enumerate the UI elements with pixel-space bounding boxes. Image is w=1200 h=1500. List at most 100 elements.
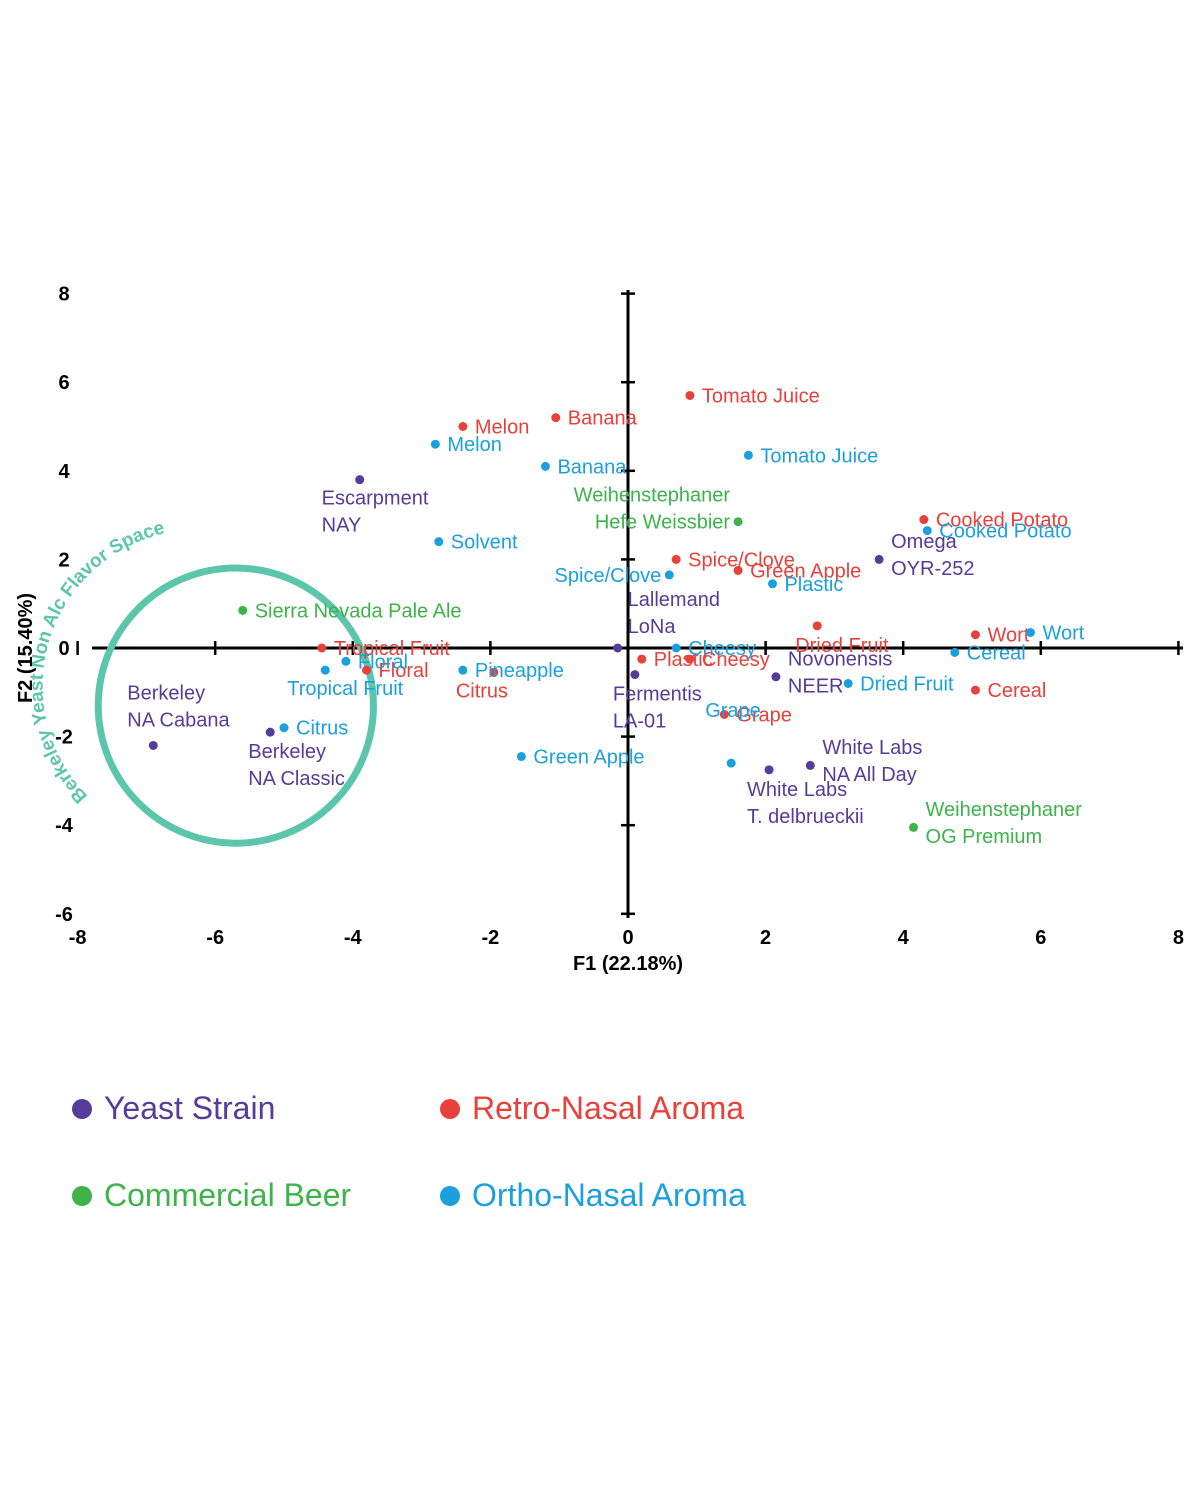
data-point	[671, 643, 681, 653]
data-point	[1025, 627, 1035, 637]
x-tick-label: -4	[344, 927, 363, 949]
data-point	[489, 667, 499, 677]
point-label: Floral	[358, 651, 408, 673]
data-point	[874, 554, 884, 564]
data-point	[516, 752, 526, 762]
x-tick-label: 4	[898, 927, 910, 949]
point-label: Novonensis	[788, 648, 893, 670]
point-label: Cheesy	[688, 638, 756, 660]
point-label: Dried Fruit	[795, 635, 889, 657]
retro-nasal-dot-icon	[440, 1098, 460, 1119]
data-point	[805, 760, 815, 770]
data-point	[317, 643, 327, 653]
point-label: Grape	[705, 700, 761, 722]
point-label: Tropical Fruit	[334, 638, 450, 660]
legend-label: Retro-Nasal Aroma	[472, 1090, 745, 1126]
data-point	[458, 422, 468, 431]
y-tick-label: 6	[58, 372, 69, 394]
x-tick-label: 0	[622, 927, 633, 949]
point-label: Weihenstephaner	[926, 799, 1083, 821]
data-point	[950, 647, 960, 657]
data-point	[970, 685, 980, 695]
point-label: Berkeley	[248, 741, 326, 763]
point-label: Tomato Juice	[760, 445, 878, 467]
y-tick-label: -4	[55, 815, 74, 837]
point-label: Escarpment	[322, 488, 429, 510]
y-tick-label: 2	[58, 549, 69, 571]
point-label: Solvent	[451, 532, 518, 554]
point-label: Cereal	[987, 680, 1046, 702]
data-point	[664, 570, 674, 580]
data-point	[733, 565, 743, 575]
point-label: Tomato Juice	[702, 385, 820, 407]
x-tick-label: 8	[1173, 927, 1184, 949]
y-tick-label: 0	[58, 638, 69, 660]
data-point	[637, 654, 647, 664]
data-point	[265, 727, 275, 737]
data-point	[922, 526, 932, 536]
legend-label: Ortho-Nasal Aroma	[472, 1177, 746, 1213]
data-point	[812, 621, 822, 631]
point-label: LA-01	[613, 711, 666, 733]
yeast-strain-dot-icon	[72, 1098, 92, 1119]
legend-item-yeast-strain: Yeast Strain	[72, 1090, 275, 1127]
point-label: T. delbrueckii	[747, 806, 864, 828]
point-label: NA Cabana	[127, 709, 230, 731]
point-label: Cooked Potato	[939, 521, 1071, 543]
data-point	[355, 475, 365, 485]
data-point	[551, 413, 561, 423]
point-label: Melon	[475, 417, 529, 439]
y-tick-label: -2	[55, 727, 73, 749]
point-label: Spice/Clove	[555, 565, 662, 587]
point-label: Tropical Fruit	[287, 678, 403, 700]
data-point	[733, 517, 743, 527]
y-tick-label: -6	[55, 904, 73, 926]
legend-label: Commercial Beer	[104, 1177, 352, 1213]
data-point	[767, 579, 777, 589]
data-point	[743, 450, 753, 460]
point-label: Green Apple	[533, 747, 644, 769]
point-label: Cereal	[967, 642, 1026, 664]
point-label: Plastic	[654, 649, 713, 671]
y-tick-label: 8	[58, 284, 69, 306]
data-point	[613, 643, 623, 653]
point-label: Hefe Weissbier	[595, 512, 731, 534]
data-point	[671, 554, 681, 564]
point-label: Fermentis	[613, 684, 702, 706]
data-point	[238, 605, 248, 615]
point-label: Citrus	[456, 680, 508, 702]
x-tick-label: -8	[69, 927, 87, 949]
data-point	[434, 537, 444, 547]
point-label: Green Apple	[750, 560, 861, 582]
y-tick-label: 4	[58, 461, 70, 483]
legend-item-retro-nasal-aroma: Retro-Nasal Aroma	[440, 1090, 744, 1127]
point-label: Grape	[736, 704, 792, 726]
data-point	[458, 665, 468, 675]
point-label: NAY	[322, 515, 362, 537]
point-label: Dried Fruit	[860, 673, 954, 695]
data-point	[970, 630, 980, 640]
point-label: Berkeley	[127, 682, 205, 704]
point-label: White Labs	[747, 779, 847, 801]
data-point	[279, 723, 289, 733]
point-label: Wort	[987, 625, 1029, 647]
legend-item-commercial-beer: Commercial Beer	[72, 1177, 351, 1214]
data-point	[148, 740, 158, 750]
point-label: Cheesy	[702, 649, 770, 671]
x-tick-label: -6	[206, 927, 224, 949]
data-point	[341, 656, 351, 666]
point-label: Melon	[447, 434, 501, 456]
point-label: Floral	[379, 660, 429, 682]
data-point	[726, 758, 736, 768]
data-point	[430, 439, 440, 449]
data-point	[909, 822, 919, 832]
data-point	[685, 654, 695, 664]
data-point	[685, 390, 695, 400]
y-axis-title: F2 (15.40%)	[15, 593, 37, 703]
data-point	[771, 672, 781, 682]
point-label: Banana	[568, 408, 638, 430]
point-label: Pineapple	[475, 660, 564, 682]
flavor-space-circle	[94, 564, 377, 847]
